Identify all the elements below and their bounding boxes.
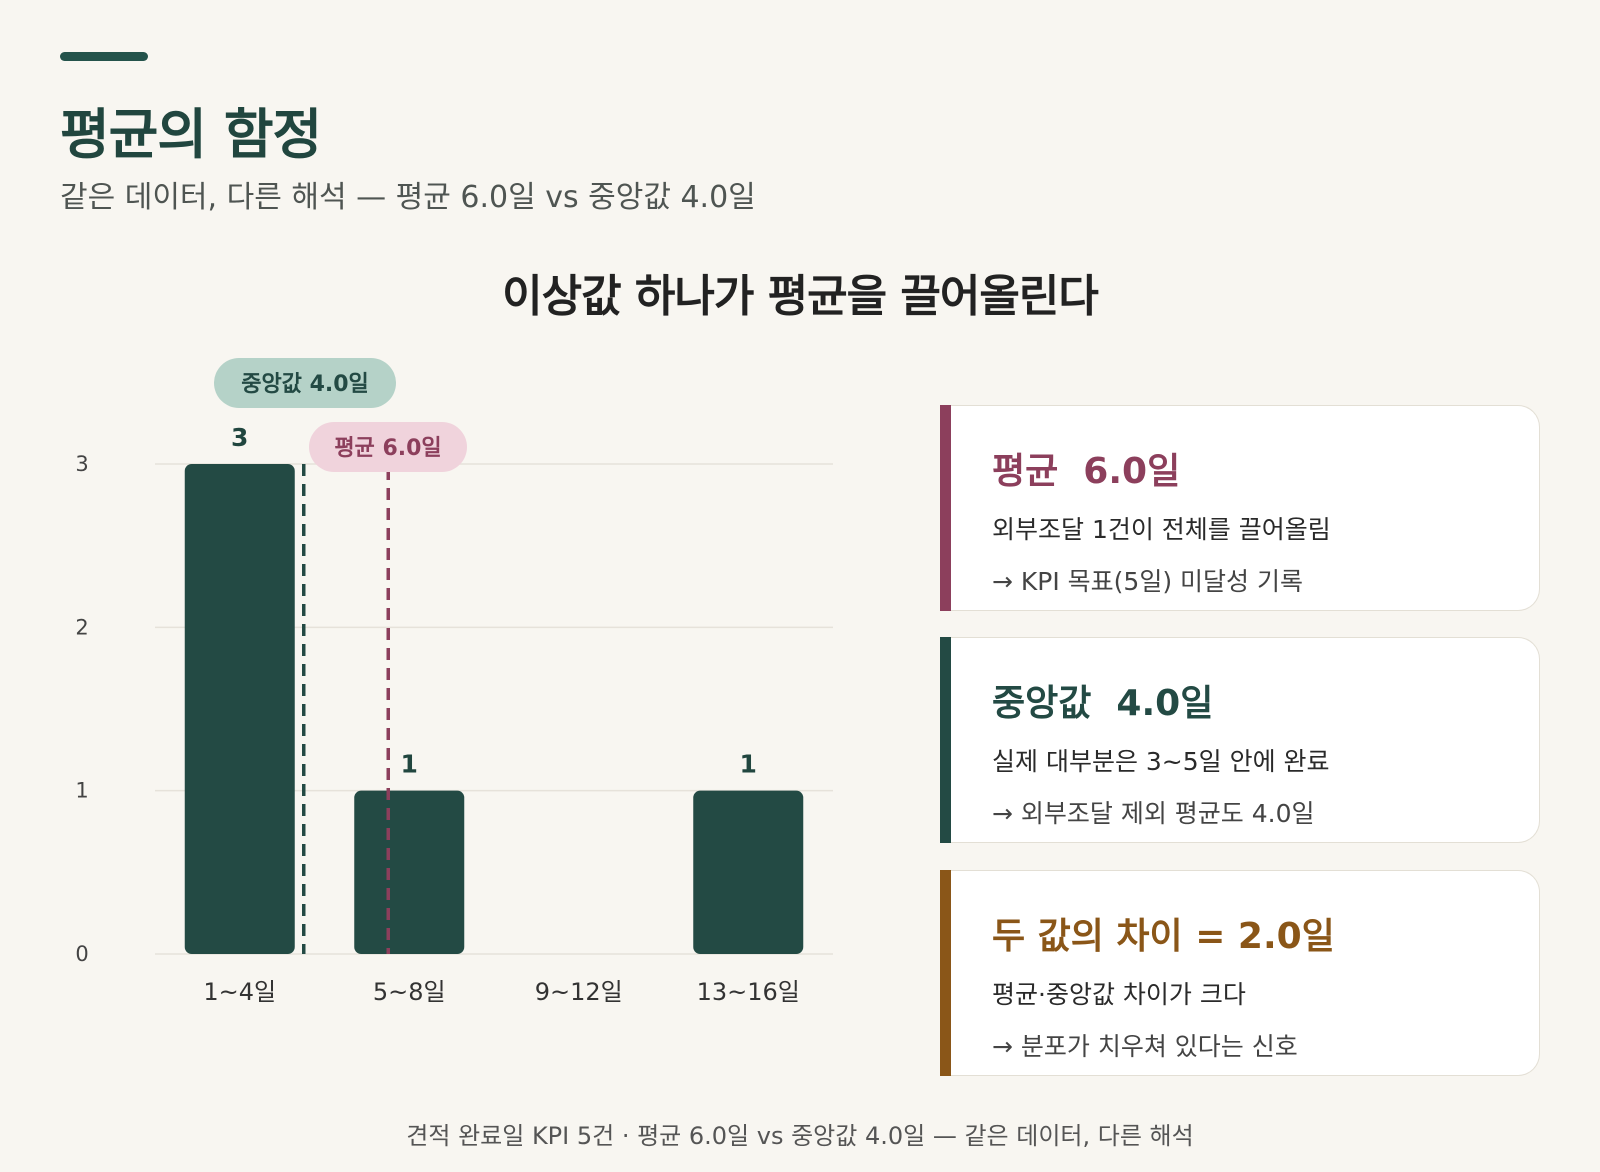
median-card-description: 실제 대부분은 3~5일 안에 완료	[992, 747, 1330, 776]
reference-badge-label: 중앙값 4.0일	[241, 372, 369, 397]
median-card-title: 중앙값 4.0일	[992, 683, 1214, 724]
reference-badge	[214, 358, 396, 408]
difference-card: 두 값의 차이 = 2.0일 평균·중앙값 차이가 크다 → 분포가 치우쳐 있…	[940, 870, 1540, 1076]
median-card-accent	[940, 637, 951, 843]
difference-card-title: 두 값의 차이 = 2.0일	[992, 916, 1335, 957]
y-tick-label: 1	[75, 779, 88, 803]
mean-card-accent	[940, 405, 951, 611]
y-tick-label: 3	[75, 452, 88, 476]
page-title: 평균의 함정	[60, 103, 322, 166]
difference-card-description: 평균·중앙값 차이가 크다	[992, 980, 1246, 1009]
y-tick-label: 2	[75, 615, 88, 639]
mean-card: 평균 6.0일 외부조달 1건이 전체를 끌어올림 → KPI 목표(5일) 미…	[940, 405, 1540, 611]
y-tick-label: 0	[75, 942, 88, 966]
mean-card-description: 외부조달 1건이 전체를 끌어올림	[992, 515, 1331, 544]
reference-badge	[309, 422, 467, 472]
title-accent-line	[60, 52, 148, 61]
bar	[693, 790, 804, 954]
bar-value-label: 1	[740, 750, 757, 779]
bar-value-label: 1	[401, 750, 418, 779]
median-card-note: → 외부조달 제외 평균도 4.0일	[992, 799, 1315, 828]
x-tick-label: 13~16일	[697, 978, 800, 1006]
bar-value-label: 3	[231, 423, 248, 452]
difference-card-accent	[940, 870, 951, 1076]
mean-card-note: → KPI 목표(5일) 미달성 기록	[992, 567, 1303, 596]
bar	[184, 464, 295, 954]
x-tick-label: 5~8일	[373, 978, 446, 1006]
chart-title: 이상값 하나가 평균을 끌어올린다	[502, 271, 1099, 322]
x-tick-label: 9~12일	[535, 978, 623, 1006]
footer-caption: 견적 완료일 KPI 5건 · 평균 6.0일 vs 중앙값 4.0일 — 같은…	[406, 1122, 1194, 1150]
x-tick-label: 1~4일	[203, 978, 276, 1006]
bar	[354, 790, 465, 954]
reference-badge-label: 평균 6.0일	[334, 436, 441, 461]
mean-card-title: 평균 6.0일	[992, 451, 1181, 492]
difference-card-note: → 분포가 치우쳐 있다는 신호	[992, 1032, 1298, 1061]
page-subtitle: 같은 데이터, 다른 해석 — 평균 6.0일 vs 중앙값 4.0일	[60, 180, 756, 215]
median-card: 중앙값 4.0일 실제 대부분은 3~5일 안에 완료 → 외부조달 제외 평균…	[940, 637, 1540, 843]
